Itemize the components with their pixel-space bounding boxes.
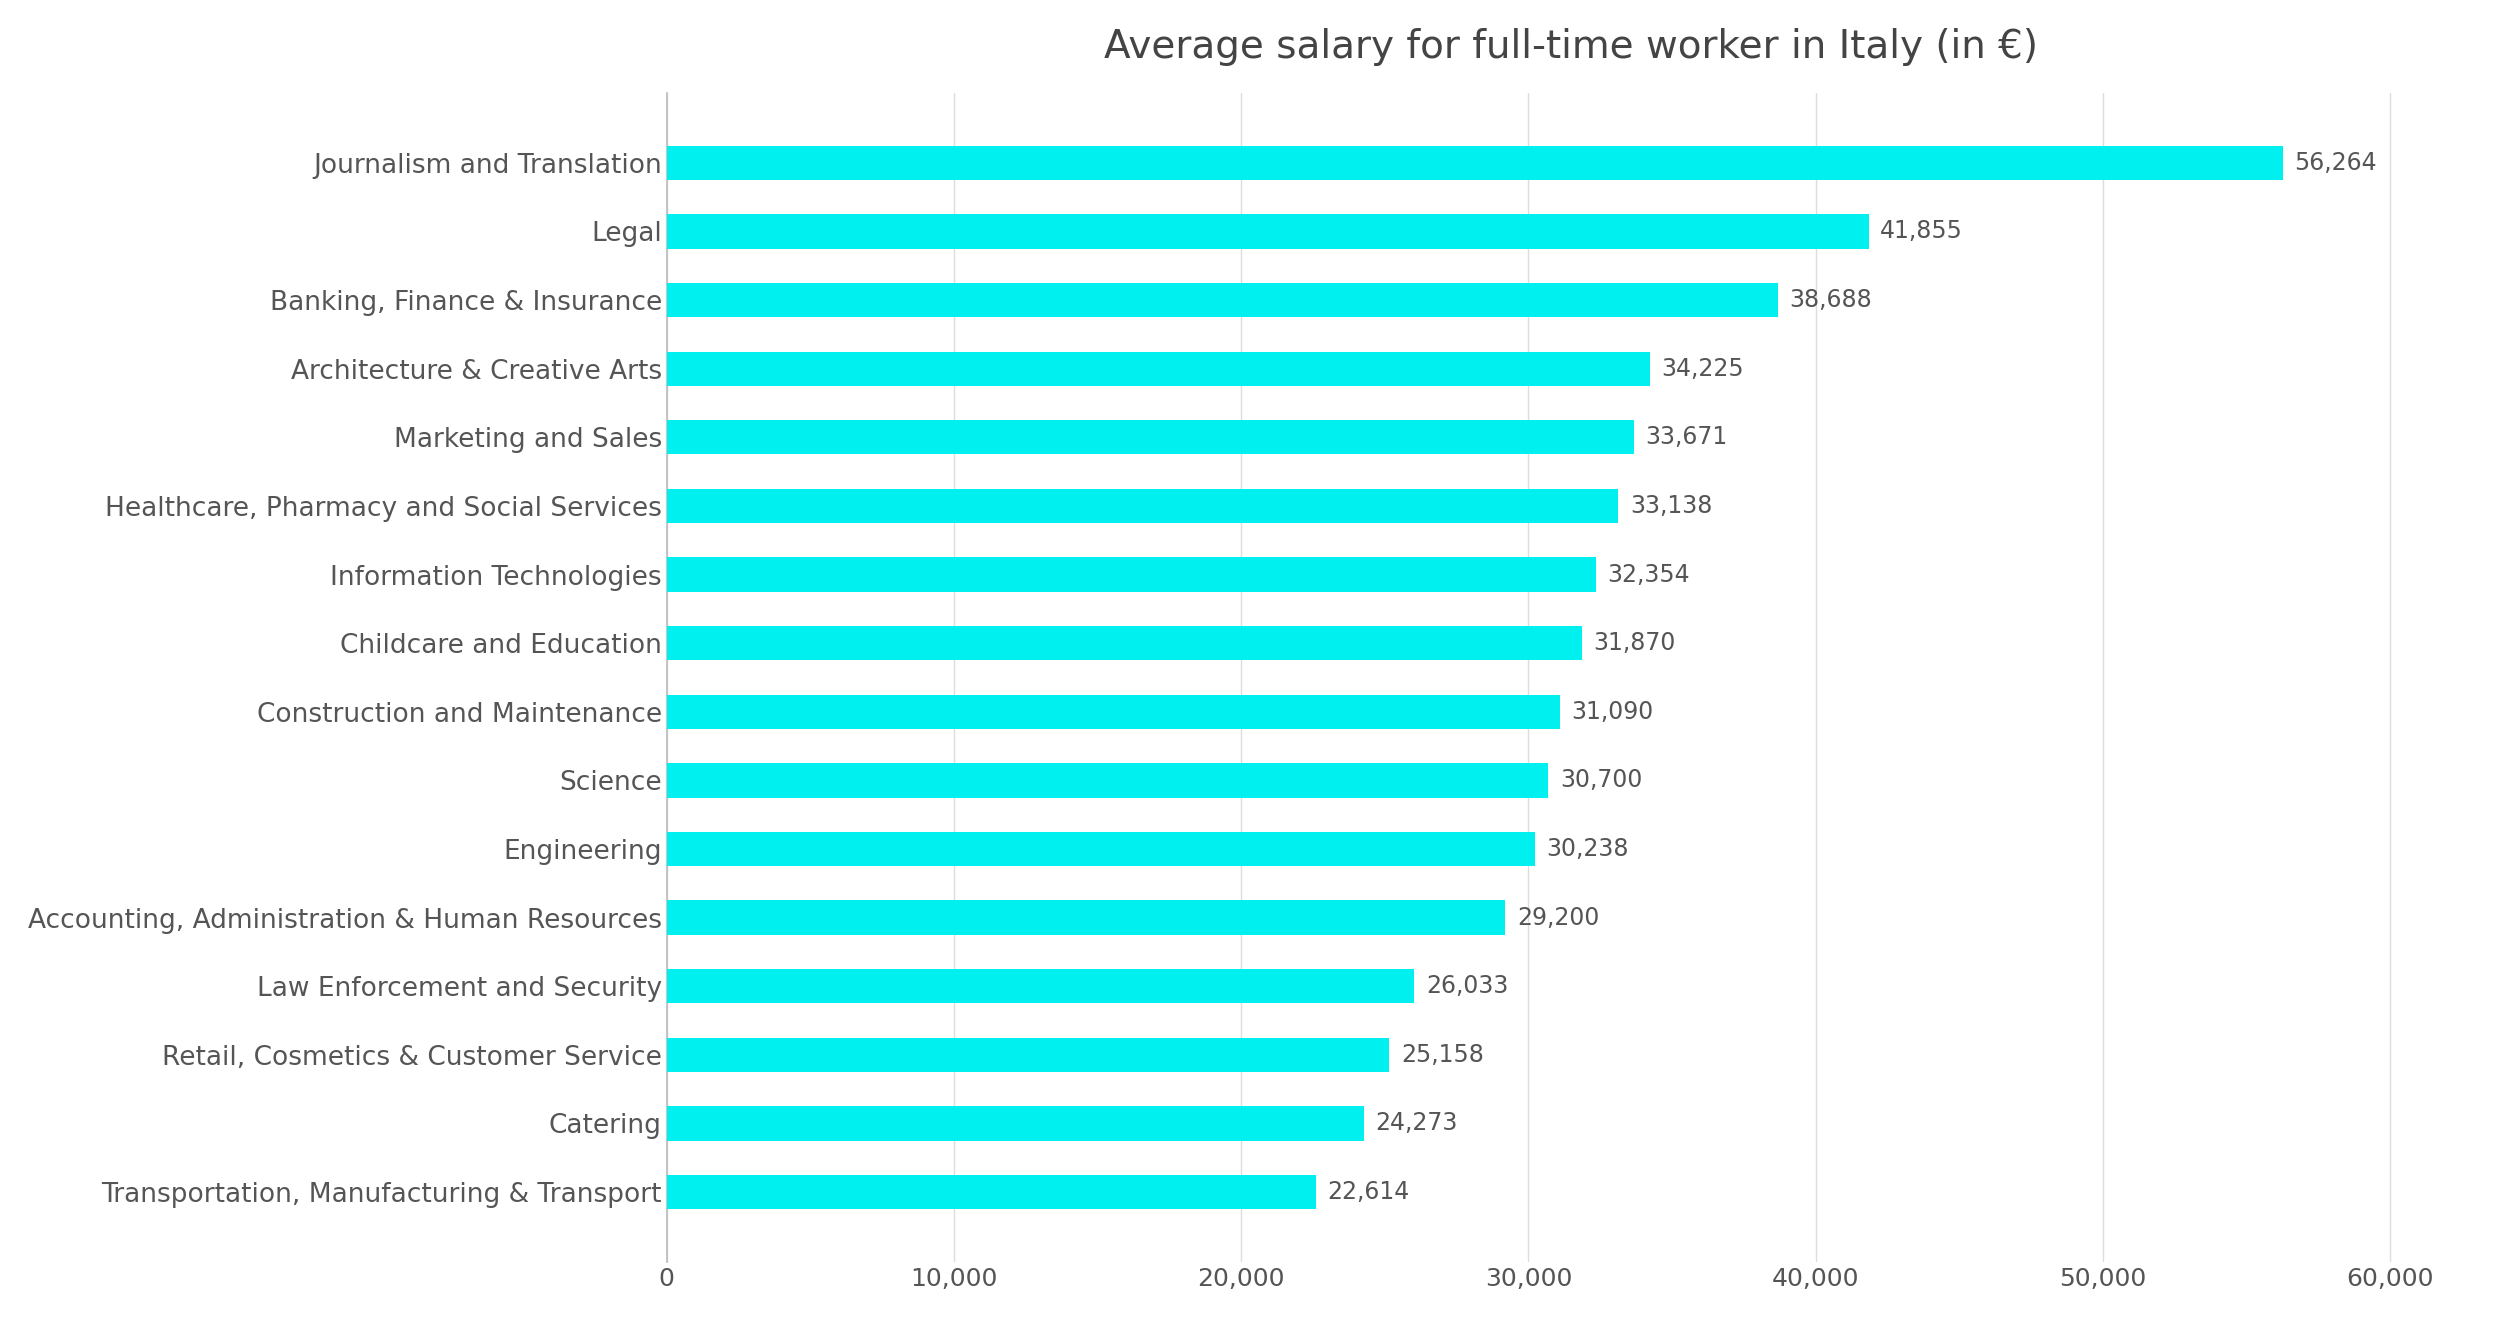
Text: 34,225: 34,225 bbox=[1660, 356, 1743, 381]
Bar bbox=[666, 282, 1778, 317]
Text: 33,671: 33,671 bbox=[1645, 425, 1728, 450]
Text: 38,688: 38,688 bbox=[1790, 288, 1873, 313]
Text: 41,855: 41,855 bbox=[1881, 219, 1963, 244]
Bar bbox=[666, 1038, 1390, 1072]
Text: 32,354: 32,354 bbox=[1608, 562, 1690, 587]
Text: 26,033: 26,033 bbox=[1425, 975, 1507, 998]
Bar bbox=[666, 1107, 1365, 1141]
Text: 33,138: 33,138 bbox=[1630, 493, 1713, 518]
Bar bbox=[666, 832, 1535, 867]
Text: 30,700: 30,700 bbox=[1560, 769, 1643, 793]
Text: 31,090: 31,090 bbox=[1570, 700, 1653, 724]
Text: 30,238: 30,238 bbox=[1547, 838, 1630, 861]
Bar bbox=[666, 764, 1547, 798]
Title: Average salary for full-time worker in Italy (in €): Average salary for full-time worker in I… bbox=[1104, 28, 2038, 66]
Bar bbox=[666, 1175, 1317, 1210]
Text: 29,200: 29,200 bbox=[1517, 906, 1600, 930]
Text: 56,264: 56,264 bbox=[2294, 150, 2376, 175]
Bar bbox=[666, 695, 1560, 729]
Bar bbox=[666, 421, 1633, 455]
Bar bbox=[666, 214, 1868, 248]
Text: 22,614: 22,614 bbox=[1327, 1181, 1410, 1204]
Text: 25,158: 25,158 bbox=[1400, 1043, 1485, 1067]
Bar bbox=[666, 145, 2284, 179]
Bar bbox=[666, 901, 1505, 935]
Bar bbox=[666, 558, 1595, 592]
Bar bbox=[666, 489, 1618, 524]
Bar bbox=[666, 627, 1583, 661]
Bar bbox=[666, 352, 1650, 386]
Text: 24,273: 24,273 bbox=[1375, 1112, 1457, 1136]
Text: 31,870: 31,870 bbox=[1593, 630, 1675, 656]
Bar bbox=[666, 969, 1415, 1004]
